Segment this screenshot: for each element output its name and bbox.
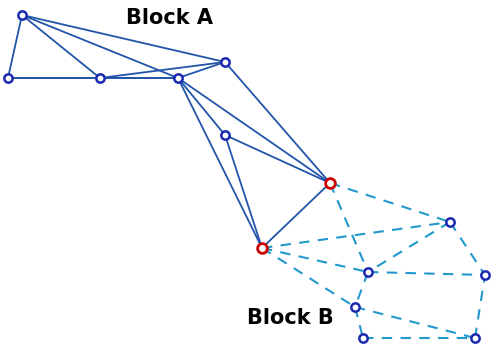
- Text: Block B: Block B: [246, 308, 334, 328]
- Text: Block A: Block A: [126, 8, 214, 28]
